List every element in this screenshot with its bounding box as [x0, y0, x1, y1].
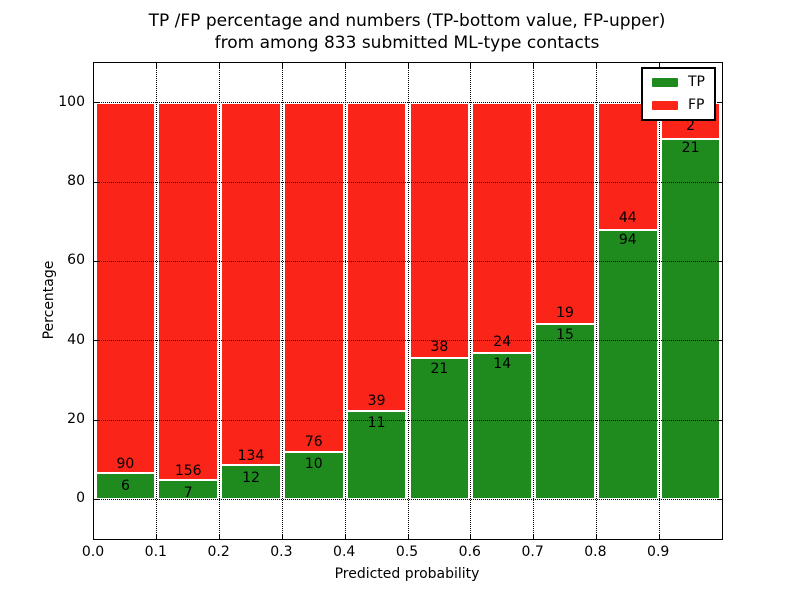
- bar-segment-tp: [660, 137, 721, 500]
- stacked-bar: [346, 102, 407, 500]
- bar-segment-fp: [283, 102, 344, 451]
- x-gridline: [658, 63, 660, 539]
- x-tick-mark: [658, 534, 660, 539]
- x-gridline: [595, 63, 597, 539]
- y-tick-label: 100: [58, 93, 85, 110]
- x-tick-label: 0.3: [270, 544, 293, 560]
- stacked-bar: [660, 102, 721, 500]
- y-tick-mark: [94, 340, 99, 342]
- x-tick-mark: [156, 534, 158, 539]
- y-tick-mark-right: [717, 260, 722, 263]
- x-gridline: [281, 63, 283, 539]
- x-gridline: [470, 63, 472, 539]
- x-tick-label: 0.2: [207, 544, 230, 560]
- bar-segment-tp: [346, 409, 407, 500]
- x-tick-mark: [281, 534, 284, 539]
- y-tick-label: 40: [67, 331, 85, 348]
- x-tick-label: 0.4: [333, 544, 356, 560]
- bar-segment-tp: [283, 450, 344, 500]
- y-tick-label: 80: [67, 173, 85, 189]
- bar-segment-fp: [346, 102, 407, 410]
- y-tick-mark-right: [717, 102, 722, 104]
- x-tick-label: 0.6: [458, 544, 481, 560]
- y-tick-mark: [94, 181, 99, 183]
- bar-segment-fp: [535, 102, 595, 324]
- x-tick-mark-top: [407, 63, 409, 68]
- bar-segment-fp: [472, 102, 533, 352]
- x-tick-label: 0.0: [81, 544, 105, 560]
- x-axis-label: Predicted probability: [334, 566, 480, 582]
- stacked-bar: [597, 102, 658, 500]
- bar-segment-tp: [221, 464, 281, 500]
- y-tick-label: 20: [67, 411, 85, 427]
- bar-segment-tp: [158, 479, 219, 500]
- x-tick-mark-top: [595, 63, 598, 68]
- y-tick-mark: [94, 102, 99, 104]
- bar-segment-tp: [472, 351, 533, 500]
- x-tick-mark: [344, 534, 346, 539]
- x-gridline: [533, 63, 535, 539]
- y-tick-label: 60: [67, 252, 85, 269]
- bar-segment-tp: [409, 356, 470, 500]
- y-tick-mark: [94, 419, 99, 421]
- x-tick-mark: [407, 534, 409, 539]
- x-tick-mark: [533, 534, 535, 539]
- x-gridline: [156, 63, 158, 539]
- x-tick-label: 0.8: [584, 544, 607, 560]
- x-gridline: [407, 63, 409, 539]
- fp-legend-label: FP: [688, 97, 705, 113]
- x-tick-mark: [219, 534, 221, 539]
- stacked-bar: [95, 102, 156, 500]
- x-tick-mark: [595, 534, 598, 539]
- fp-legend-swatch: [652, 100, 678, 110]
- legend: TP FP: [641, 67, 716, 121]
- y-axis-label: Percentage: [41, 260, 57, 340]
- chart-title-line2: from among 833 submitted ML-type contact…: [214, 33, 600, 53]
- x-tick-mark-top: [156, 63, 158, 68]
- bar-segment-fp: [221, 102, 281, 465]
- x-tick-mark: [470, 534, 472, 539]
- x-tick-label: 0.5: [395, 544, 419, 560]
- y-tick-mark-right: [717, 498, 722, 501]
- x-tick-mark-top: [344, 63, 346, 68]
- tp-legend-label: TP: [688, 74, 705, 90]
- bar-segment-tp: [535, 323, 595, 500]
- stacked-bar: [221, 102, 281, 500]
- bar-segment-fp: [95, 102, 156, 472]
- x-tick-label: 0.1: [144, 544, 167, 560]
- bar-segment-tp: [597, 228, 658, 500]
- bar-segment-fp: [409, 102, 470, 357]
- y-tick-mark-right: [717, 340, 722, 342]
- legend-item-tp: TP: [652, 74, 705, 90]
- stacked-bar: [409, 102, 470, 500]
- legend-item-fp: FP: [652, 97, 705, 113]
- bar-segment-fp: [597, 102, 658, 229]
- bar-segment-tp: [95, 471, 156, 500]
- plot-area: TP FP 90 6 156 7 134 12 76 10 39 11 38 21 24 14 19 15 44…: [93, 62, 723, 540]
- y-tick-label: 0: [76, 490, 85, 507]
- stacked-bar: [158, 102, 219, 500]
- x-gridline: [344, 63, 346, 539]
- x-tick-label: 0.7: [521, 544, 544, 560]
- x-tick-mark-top: [533, 63, 535, 68]
- chart-title-line1: TP /FP percentage and numbers (TP-bottom…: [148, 11, 666, 31]
- x-tick-mark-top: [281, 63, 284, 68]
- x-tick-mark-top: [470, 63, 472, 68]
- stacked-bar: [283, 102, 344, 500]
- x-gridline: [219, 63, 221, 539]
- x-tick-mark-top: [219, 63, 221, 68]
- y-tick-mark: [94, 260, 99, 263]
- stacked-bar: [472, 102, 533, 500]
- stacked-bar: [535, 102, 595, 500]
- y-tick-mark-right: [717, 181, 722, 183]
- bar-segment-fp: [158, 102, 219, 480]
- tp-legend-swatch: [652, 77, 678, 87]
- y-tick-mark-right: [717, 419, 722, 421]
- x-tick-label: 0.9: [647, 544, 670, 560]
- x-tick-mark-top: [658, 63, 660, 68]
- y-tick-mark: [94, 498, 99, 501]
